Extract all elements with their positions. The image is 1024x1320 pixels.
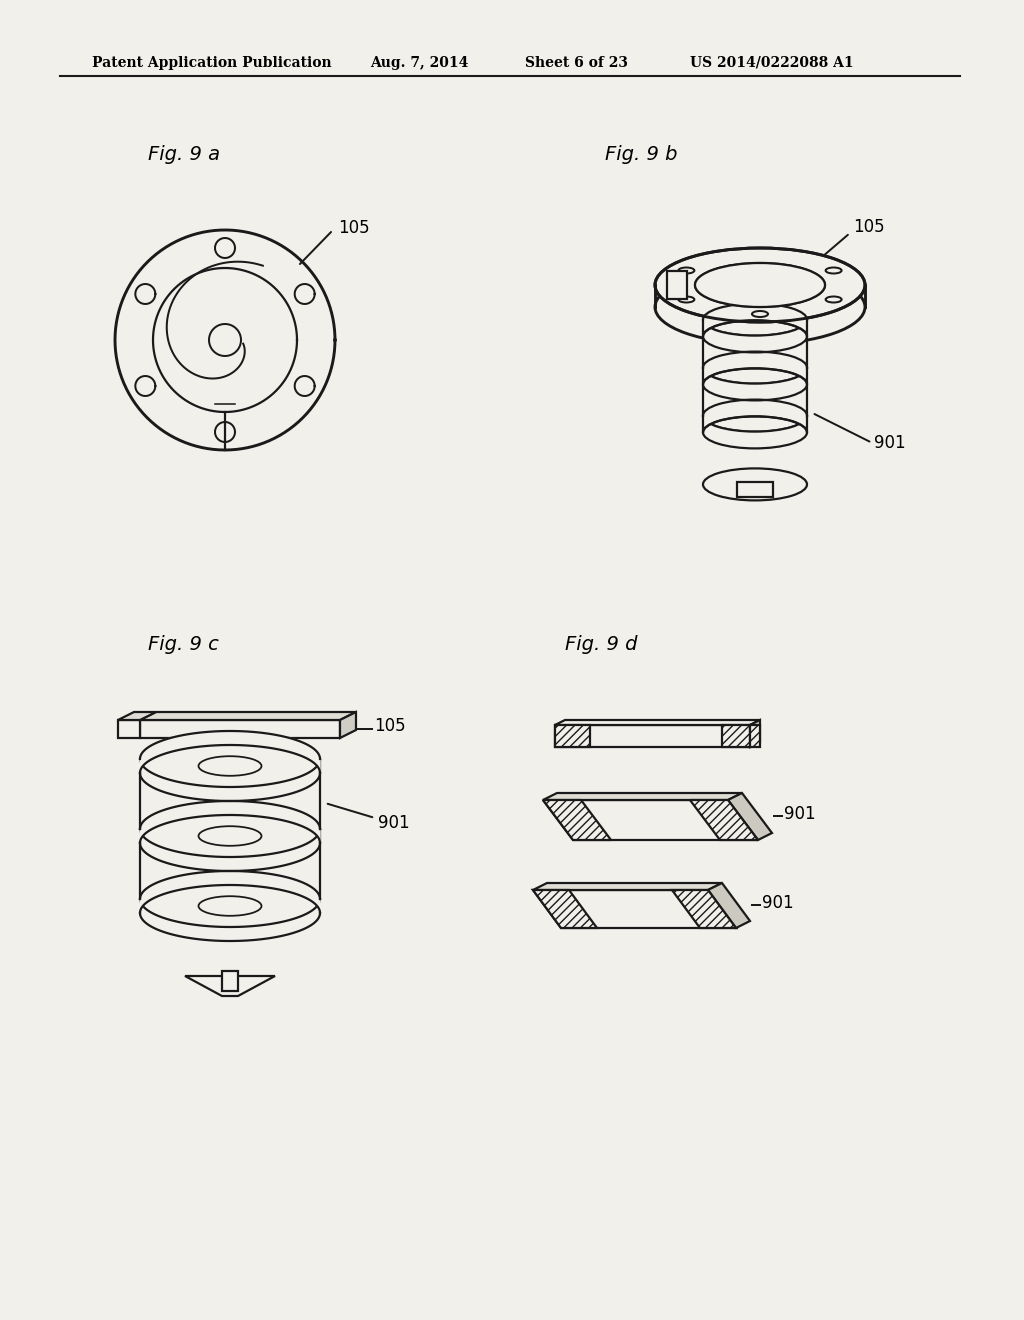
Text: Fig. 9 d: Fig. 9 d [565,635,638,655]
Bar [722,725,750,747]
Polygon shape [750,719,760,747]
Text: 901: 901 [762,894,794,912]
Bar [555,725,750,747]
Polygon shape [140,899,319,941]
Polygon shape [185,975,275,997]
Ellipse shape [678,268,694,273]
Ellipse shape [199,756,261,776]
Polygon shape [555,719,760,725]
Bar [737,482,773,498]
Polygon shape [703,400,807,433]
Text: US 2014/0222088 A1: US 2014/0222088 A1 [690,55,854,70]
Text: 901: 901 [784,805,816,822]
Polygon shape [672,890,736,928]
Polygon shape [140,711,356,719]
Bar [555,725,590,747]
Polygon shape [140,759,319,801]
Polygon shape [140,829,319,871]
Polygon shape [543,793,742,800]
Text: 105: 105 [853,218,885,236]
Ellipse shape [678,297,694,302]
Polygon shape [703,319,807,352]
Polygon shape [118,711,156,719]
Polygon shape [534,883,722,890]
Polygon shape [340,711,356,738]
Text: 901: 901 [378,814,410,832]
Polygon shape [690,800,758,840]
Ellipse shape [752,312,768,317]
Text: Sheet 6 of 23: Sheet 6 of 23 [525,55,628,70]
Ellipse shape [703,469,807,500]
Ellipse shape [825,268,842,273]
Polygon shape [703,304,807,337]
Polygon shape [534,890,597,928]
Polygon shape [534,890,736,928]
Polygon shape [703,351,807,384]
Bar [750,725,760,747]
Bar [667,271,687,300]
Ellipse shape [695,263,825,308]
Bar [140,719,340,738]
Text: Fig. 9 b: Fig. 9 b [605,145,678,165]
Text: 901: 901 [874,434,905,451]
Text: Fig. 9 c: Fig. 9 c [148,635,219,655]
Ellipse shape [199,896,261,916]
Ellipse shape [825,297,842,302]
Polygon shape [543,800,611,840]
Polygon shape [703,367,807,400]
Polygon shape [140,801,319,843]
Polygon shape [703,416,807,449]
Text: Fig. 9 a: Fig. 9 a [148,145,220,165]
Polygon shape [140,731,319,774]
Bar [118,719,140,738]
Ellipse shape [695,263,825,308]
Polygon shape [728,793,772,840]
Ellipse shape [655,271,865,345]
Ellipse shape [655,248,865,322]
Text: Aug. 7, 2014: Aug. 7, 2014 [370,55,468,70]
Polygon shape [708,883,750,928]
Polygon shape [140,871,319,913]
Text: 105: 105 [338,219,370,238]
Text: 105: 105 [374,717,406,735]
Text: Patent Application Publication: Patent Application Publication [92,55,332,70]
Ellipse shape [199,826,261,846]
Polygon shape [543,800,758,840]
Bar [222,972,238,991]
